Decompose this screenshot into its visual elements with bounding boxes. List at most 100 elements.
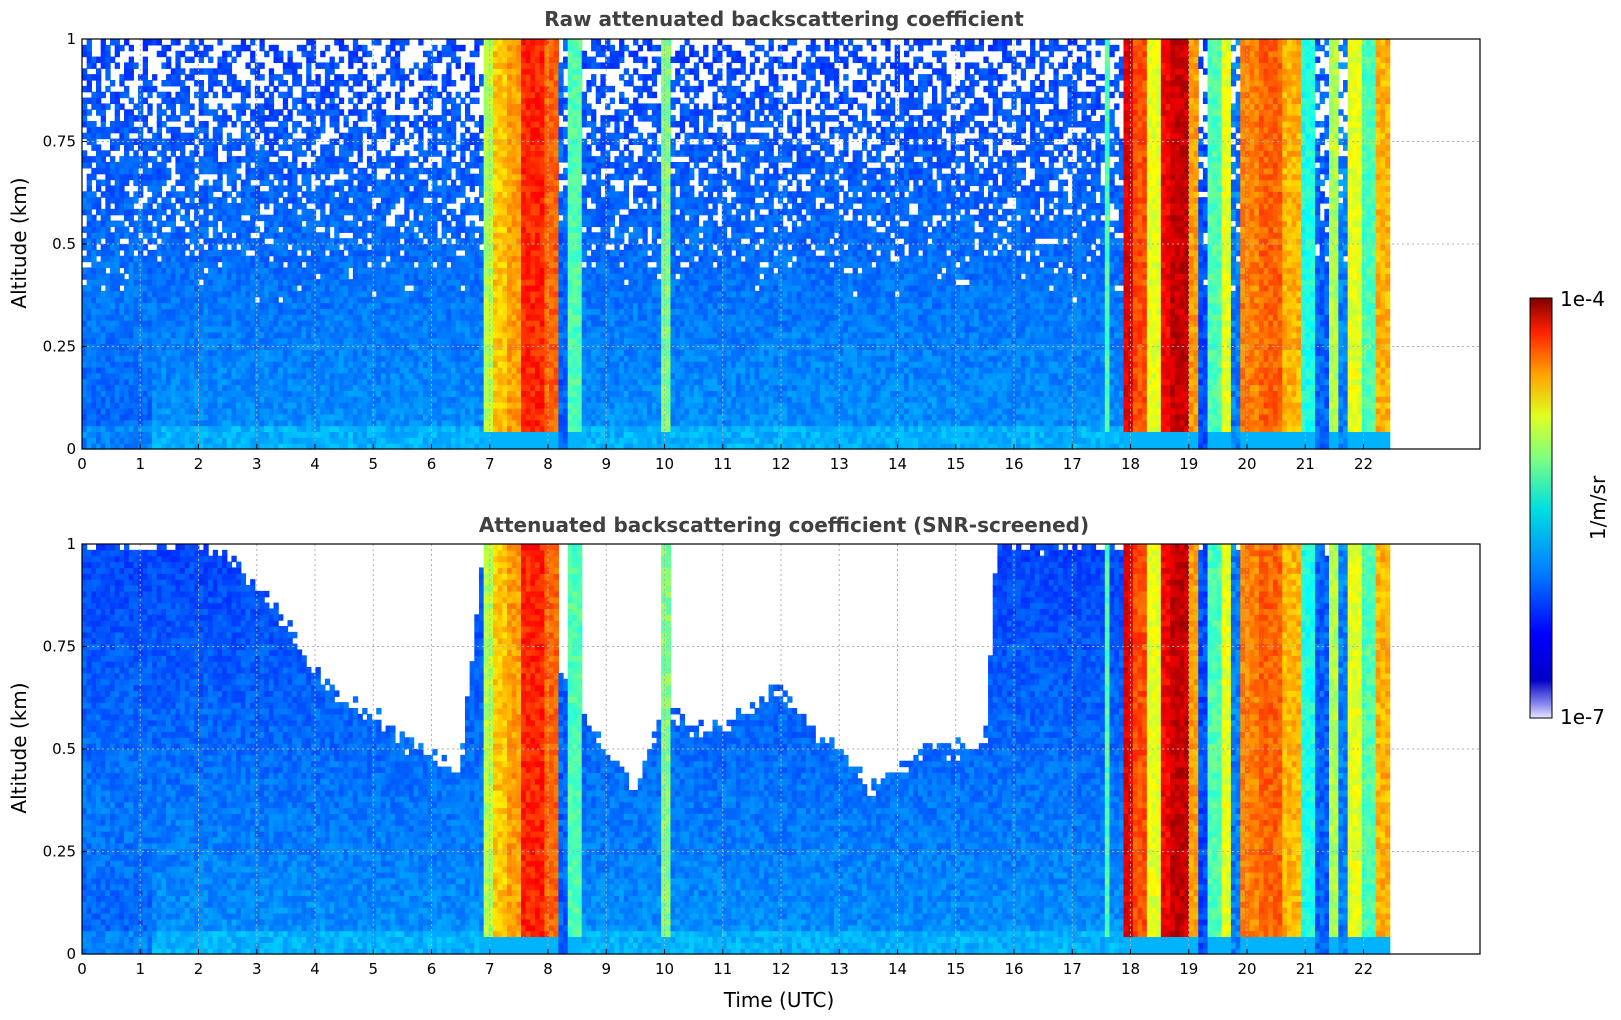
heatmap-cell bbox=[100, 378, 106, 386]
heatmap-cell bbox=[469, 361, 475, 368]
heatmap-cell bbox=[362, 396, 368, 403]
heatmap-cell bbox=[432, 279, 438, 286]
heatmap-cell bbox=[142, 355, 148, 362]
heatmap-cell bbox=[320, 337, 326, 345]
heatmap-cell bbox=[268, 337, 275, 345]
heatmap-cell bbox=[474, 132, 480, 140]
heatmap-cell bbox=[413, 408, 419, 415]
heatmap-cell bbox=[292, 326, 298, 333]
heatmap-cell bbox=[469, 443, 475, 450]
heatmap-cell bbox=[320, 273, 326, 280]
heatmap-cell bbox=[483, 80, 489, 87]
heatmap-cell bbox=[259, 150, 265, 157]
heatmap-cell bbox=[273, 285, 279, 292]
heatmap-cell bbox=[474, 431, 480, 438]
heatmap-cell bbox=[166, 244, 172, 251]
heatmap-cell bbox=[390, 44, 396, 52]
heatmap-cell bbox=[338, 238, 345, 245]
heatmap-cell bbox=[208, 355, 214, 362]
heatmap-cell bbox=[385, 425, 391, 433]
heatmap-cell bbox=[96, 279, 102, 286]
heatmap-cell bbox=[371, 62, 377, 69]
heatmap-cell bbox=[292, 425, 298, 433]
heatmap-cell bbox=[189, 408, 195, 415]
heatmap-cell bbox=[152, 74, 158, 81]
heatmap-cell bbox=[208, 326, 214, 333]
heatmap-cell bbox=[208, 290, 214, 298]
heatmap-cell bbox=[334, 285, 340, 292]
heatmap-cell bbox=[441, 390, 447, 397]
heatmap-cell bbox=[180, 390, 186, 397]
heatmap-cell bbox=[292, 214, 298, 222]
heatmap-cell bbox=[455, 44, 461, 52]
heatmap-cell bbox=[450, 372, 457, 380]
heatmap-cell bbox=[226, 167, 233, 175]
heatmap-cell bbox=[488, 437, 494, 444]
heatmap-cell bbox=[170, 232, 177, 239]
heatmap-cell bbox=[236, 214, 242, 222]
heatmap-cell bbox=[82, 413, 88, 421]
heatmap-cell bbox=[231, 384, 237, 392]
heatmap-cell bbox=[82, 150, 88, 157]
heatmap-cell bbox=[483, 261, 489, 269]
heatmap-cell bbox=[446, 68, 452, 75]
heatmap-cell bbox=[110, 39, 116, 46]
heatmap-cell bbox=[91, 214, 97, 222]
heatmap-cell bbox=[208, 144, 214, 151]
heatmap-cell bbox=[352, 185, 359, 192]
heatmap-cell bbox=[418, 144, 424, 151]
heatmap-cell bbox=[278, 208, 284, 216]
heatmap-cell bbox=[460, 132, 466, 140]
heatmap-cell bbox=[422, 50, 429, 58]
heatmap-cell bbox=[166, 279, 172, 286]
heatmap-cell bbox=[464, 173, 471, 181]
heatmap-cell bbox=[371, 214, 377, 222]
heatmap-cell bbox=[268, 220, 275, 228]
heatmap-cell bbox=[469, 80, 475, 87]
heatmap-cell bbox=[296, 167, 303, 175]
heatmap-cell bbox=[105, 308, 111, 315]
heatmap-cell bbox=[175, 50, 181, 58]
heatmap-cell bbox=[124, 443, 130, 450]
heatmap-cell bbox=[114, 326, 120, 333]
heatmap-cell bbox=[198, 267, 205, 274]
heatmap-cell bbox=[315, 384, 321, 392]
heatmap-cell bbox=[166, 355, 172, 362]
heatmap-cell bbox=[226, 419, 233, 427]
heatmap-cell bbox=[432, 378, 438, 386]
heatmap-cell bbox=[264, 431, 270, 438]
heatmap-cell bbox=[231, 85, 237, 93]
heatmap-cell bbox=[399, 361, 405, 368]
heatmap-cell bbox=[100, 267, 106, 274]
heatmap-cell bbox=[264, 126, 270, 134]
heatmap-cell bbox=[278, 232, 284, 239]
heatmap-cell bbox=[292, 103, 298, 110]
heatmap-cell bbox=[292, 238, 298, 245]
heatmap-cell bbox=[198, 320, 205, 327]
heatmap-cell bbox=[240, 425, 247, 433]
heatmap-cell bbox=[82, 238, 88, 245]
heatmap-cell bbox=[408, 367, 415, 374]
heatmap-cell bbox=[287, 437, 293, 444]
heatmap-cell bbox=[250, 290, 256, 298]
heatmap-cell bbox=[371, 378, 377, 386]
heatmap-cell bbox=[273, 74, 279, 81]
heatmap-cell bbox=[194, 314, 200, 321]
heatmap-cell bbox=[478, 372, 485, 380]
heatmap-cell bbox=[329, 285, 335, 292]
heatmap-cell bbox=[320, 308, 326, 315]
heatmap-cell bbox=[161, 331, 167, 339]
heatmap-cell bbox=[306, 320, 312, 327]
heatmap-cell bbox=[194, 390, 200, 397]
heatmap-cell bbox=[306, 419, 312, 427]
heatmap-cell bbox=[338, 249, 345, 257]
heatmap-cell bbox=[254, 191, 261, 198]
heatmap-cell bbox=[418, 296, 424, 304]
heatmap-cell bbox=[254, 326, 261, 333]
heatmap-cell bbox=[441, 361, 447, 368]
heatmap-cell bbox=[380, 220, 387, 228]
heatmap-cell bbox=[268, 226, 275, 233]
heatmap-cell bbox=[152, 361, 158, 368]
heatmap-cell bbox=[105, 167, 111, 175]
heatmap-cell bbox=[254, 214, 261, 222]
